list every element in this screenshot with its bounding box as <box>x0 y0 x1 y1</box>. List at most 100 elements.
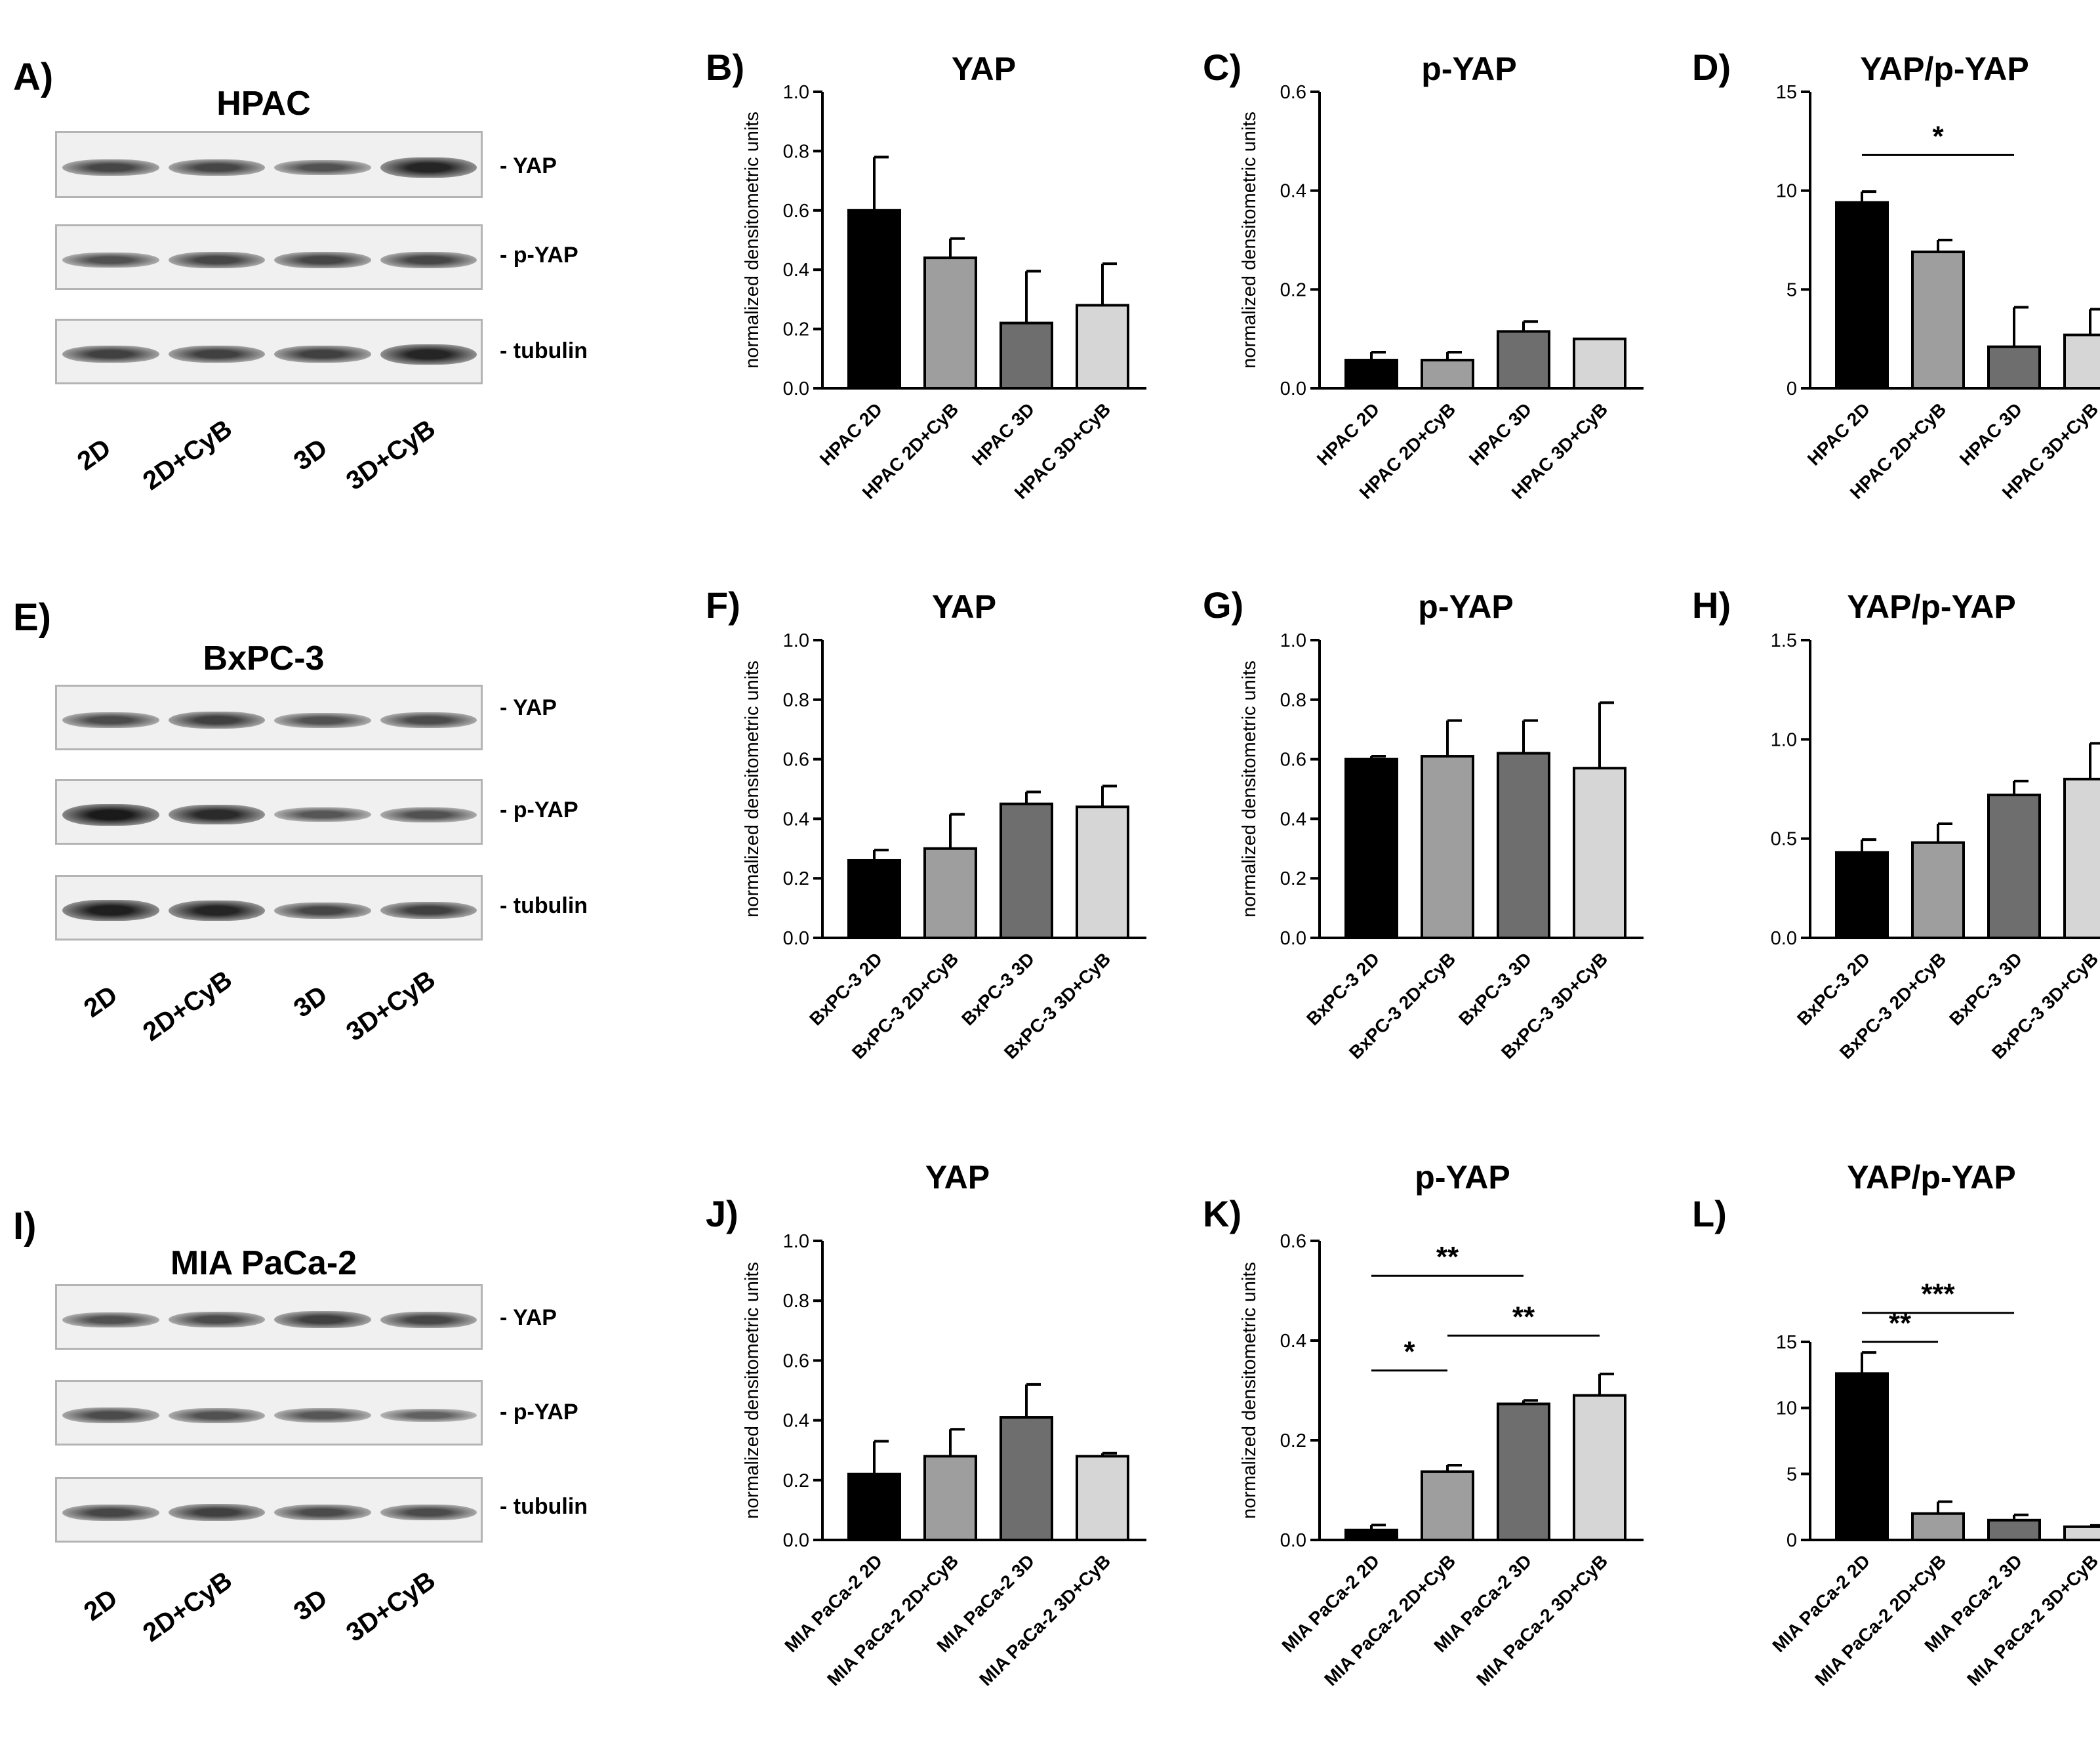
y-tick-label: 0.6 <box>783 750 809 771</box>
blot-band <box>380 807 477 822</box>
blot-band <box>274 251 371 268</box>
blot-title: HPAC <box>216 85 311 123</box>
blot-band <box>380 344 477 365</box>
blot-strip-tubulin <box>55 319 483 384</box>
blot-strip-p-yap <box>55 224 483 290</box>
blot-band <box>62 1312 159 1327</box>
panel-label: L) <box>1692 1193 1727 1234</box>
band-label: - YAP <box>500 1305 557 1330</box>
band-label: - tubulin <box>500 893 588 918</box>
chart-title: YAP <box>952 51 1016 87</box>
band-label: - p-YAP <box>500 1400 578 1425</box>
y-tick-label: 5 <box>1787 279 1797 300</box>
blot-strip-yap <box>55 1284 483 1350</box>
y-tick-label: 0.4 <box>783 260 809 281</box>
y-tick-label: 15 <box>1776 82 1797 103</box>
bar <box>1344 758 1398 939</box>
panel-label: A) <box>13 56 54 98</box>
blot-band <box>62 1504 159 1521</box>
bar <box>1344 359 1398 390</box>
bar <box>1076 1455 1129 1542</box>
x-tick-label: MIA PaCa-2 2D+CyB <box>823 1550 962 1689</box>
blot-band <box>380 1311 477 1328</box>
x-tick-label: MIA PaCa-2 3D+CyB <box>1963 1550 2100 1689</box>
blot-band <box>168 1407 265 1423</box>
lane-label: 2D+CyB <box>138 1566 237 1648</box>
bar <box>1421 359 1474 390</box>
y-tick-label: 0.4 <box>783 809 809 830</box>
lane-label: 3D <box>289 1583 333 1627</box>
x-tick-label: HPAC 3D+CyB <box>1508 399 1612 503</box>
y-tick-label: 0.2 <box>783 319 809 340</box>
y-tick-label: 0.4 <box>1280 181 1306 202</box>
x-tick-label: MIA PaCa-2 2D <box>1768 1550 1874 1656</box>
bar <box>847 209 901 390</box>
y-tick-label: 0.4 <box>783 1411 809 1432</box>
bar <box>1573 767 1626 939</box>
x-tick-label: HPAC 2D <box>1804 399 1874 469</box>
bar <box>1835 851 1889 940</box>
blot-band <box>380 712 477 728</box>
bar <box>1987 345 2041 390</box>
band-label: - p-YAP <box>500 798 578 822</box>
blot-band <box>274 902 371 919</box>
blot-band <box>274 1408 371 1423</box>
bar <box>923 256 977 390</box>
x-tick-label: BxPC-3 2D <box>1793 948 1874 1029</box>
x-tick-label: MIA PaCa-2 2D+CyB <box>1320 1550 1459 1689</box>
chart-title: YAP/p-YAP <box>1847 1159 2016 1196</box>
y-tick-label: 1.5 <box>1771 630 1797 651</box>
lane-label: 3D+CyB <box>341 1566 441 1648</box>
significance-label: ** <box>1889 1307 1912 1339</box>
y-tick-label: 0.2 <box>1280 1430 1306 1451</box>
blot-band <box>62 712 159 728</box>
y-tick-label: 0.6 <box>1280 1231 1306 1252</box>
blot-title: MIA PaCa-2 <box>170 1244 357 1282</box>
panel-label: K) <box>1203 1193 1242 1234</box>
lane-label: 2D+CyB <box>138 965 237 1047</box>
bar <box>1421 755 1474 940</box>
panel-label: B) <box>706 47 744 88</box>
panel-label: E) <box>13 596 51 639</box>
bar <box>923 1455 977 1542</box>
y-tick-label: 1.0 <box>783 82 809 103</box>
x-tick-label: MIA PaCa-2 3D <box>1430 1550 1535 1656</box>
y-tick-label: 0.4 <box>1280 809 1306 830</box>
x-tick-label: MIA PaCa-2 2D <box>1278 1550 1383 1656</box>
y-tick-label: 0.0 <box>783 378 809 399</box>
bar <box>1573 337 1626 390</box>
chart-title: YAP <box>932 588 996 625</box>
y-tick-label: 0.0 <box>1771 928 1797 949</box>
blot-band <box>274 712 371 728</box>
y-tick-label: 0.0 <box>783 1530 809 1551</box>
x-tick-label: HPAC 2D <box>816 399 886 469</box>
y-tick-label: 0.0 <box>1280 928 1306 949</box>
lane-label: 3D <box>289 980 333 1024</box>
blot-band <box>62 1407 159 1423</box>
y-tick-label: 0 <box>1787 378 1797 399</box>
x-tick-label: HPAC 3D+CyB <box>1011 399 1115 503</box>
panel-label: D) <box>1692 47 1731 88</box>
bar <box>2063 1525 2100 1542</box>
blot-band <box>380 902 477 919</box>
blot-band <box>168 900 265 921</box>
lane-label: 2D+CyB <box>138 414 237 496</box>
x-tick-label: BxPC-3 2D+CyB <box>1836 948 1950 1062</box>
bar <box>1835 201 1889 390</box>
bar <box>1076 304 1129 390</box>
blot-band <box>274 807 371 822</box>
y-tick-label: 1.0 <box>1771 729 1797 750</box>
bar <box>1076 805 1129 939</box>
x-tick-label: HPAC 2D+CyB <box>1356 399 1460 503</box>
y-tick-label: 1.0 <box>783 1231 809 1252</box>
y-tick-label: 15 <box>1776 1332 1797 1353</box>
y-tick-label: 1.0 <box>783 630 809 651</box>
band-label: - tubulin <box>500 1494 588 1519</box>
x-tick-label: MIA PaCa-2 3D+CyB <box>975 1550 1114 1689</box>
y-tick-label: 0.8 <box>783 690 809 711</box>
blot-band <box>168 159 265 176</box>
blot-band <box>274 159 371 175</box>
blot-band <box>274 1505 371 1520</box>
panel-label: H) <box>1692 584 1731 626</box>
band-label: - p-YAP <box>500 243 578 268</box>
